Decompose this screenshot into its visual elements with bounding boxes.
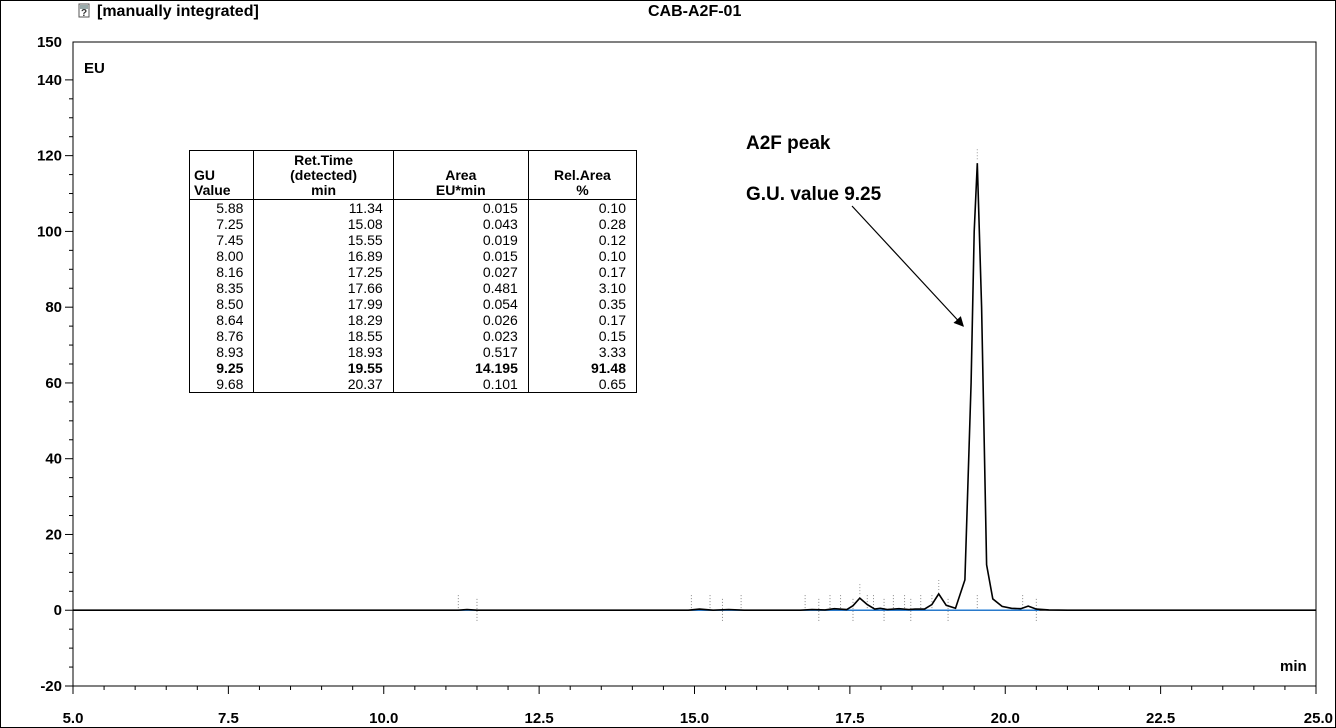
cell-gu-value: 9.68 [188, 376, 255, 393]
cell-area: 0.054 [392, 296, 529, 312]
table-row: 8.64 18.29 0.026 0.17 [188, 312, 638, 328]
table-row: 9.25 19.55 14.195 91.48 [188, 360, 638, 376]
cell-area: 0.027 [392, 264, 529, 280]
y-tick-label: 20 [45, 526, 62, 543]
cell-rel-area: 0.10 [527, 199, 638, 216]
cell-area: 0.015 [392, 199, 529, 216]
cell-gu-value: 9.25 [188, 360, 255, 376]
cell-gu-value: 7.45 [188, 232, 255, 248]
cell-rel-area: 3.33 [527, 344, 638, 360]
table-row: 8.50 17.99 0.054 0.35 [188, 296, 638, 312]
cell-ret-time: 18.55 [253, 328, 394, 344]
cell-gu-value: 8.00 [188, 248, 255, 264]
x-axis-ticks: 5.0 7.5 10.0 12.5 15.0 17.5 20.0 22.5 25.0 [63, 686, 1333, 727]
cell-area: 14.195 [392, 360, 529, 376]
cell-ret-time: 17.25 [253, 264, 394, 280]
cell-ret-time: 16.89 [253, 248, 394, 264]
y-tick-label: -20 [40, 678, 62, 695]
series-line-signal [73, 163, 1316, 612]
annotation-gu-value: G.U. value 9.25 [746, 184, 882, 205]
cell-ret-time: 18.29 [253, 312, 394, 328]
table-row: 8.35 17.66 0.481 3.10 [188, 280, 638, 296]
header-rel-area: Rel.Area% [527, 150, 638, 200]
x-tick-label: 20.0 [991, 710, 1020, 727]
x-axis-label: min [1280, 658, 1307, 675]
cell-ret-time: 20.37 [253, 376, 394, 393]
y-axis-label: EU [84, 60, 105, 77]
cell-rel-area: 0.10 [527, 248, 638, 264]
cell-rel-area: 0.65 [527, 376, 638, 393]
x-tick-label: 10.0 [369, 710, 398, 727]
cell-ret-time: 17.99 [253, 296, 394, 312]
cell-ret-time: 17.66 [253, 280, 394, 296]
cell-ret-time: 15.08 [253, 216, 394, 232]
cell-ret-time: 11.34 [253, 199, 394, 216]
y-tick-label: 60 [45, 375, 62, 392]
table-header-row: GU Value Ret.Time (detected) min Area EU*min… [188, 150, 638, 200]
y-tick-label: 0 [54, 602, 62, 619]
cell-area: 0.023 [392, 328, 529, 344]
svg-text:?: ? [81, 8, 87, 19]
table-row: 9.68 20.37 0.101 0.65 [188, 376, 638, 393]
header-gu-value: GU Value [188, 150, 255, 200]
cell-area: 0.481 [392, 280, 529, 296]
x-tick-label: 25.0 [1304, 710, 1333, 727]
cell-gu-value: 8.35 [188, 280, 255, 296]
table-row: 8.00 16.89 0.015 0.10 [188, 248, 638, 264]
y-tick-label: 140 [37, 72, 62, 89]
annotation-arrow [851, 205, 964, 327]
table-row: 7.45 15.55 0.019 0.12 [188, 232, 638, 248]
y-tick-label: 120 [37, 148, 62, 165]
cell-gu-value: 8.16 [188, 264, 255, 280]
header-area: Area EU*min [392, 150, 529, 200]
sample-name: CAB-A2F-01 [648, 3, 741, 20]
y-tick-label: 100 [37, 223, 62, 240]
cell-area: 0.517 [392, 344, 529, 360]
table-row: 7.25 15.08 0.043 0.28 [188, 216, 638, 232]
x-tick-label: 15.0 [680, 710, 709, 727]
cell-gu-value: 8.76 [188, 328, 255, 344]
x-tick-label: 22.5 [1146, 710, 1175, 727]
cell-rel-area: 91.48 [527, 360, 638, 376]
annotation-peak-name: A2F peak [746, 133, 831, 154]
header-ret-time: Ret.Time (detected) min [253, 150, 394, 200]
integration-status-label: [manually integrated] [97, 3, 259, 20]
cell-rel-area: 0.12 [527, 232, 638, 248]
cell-area: 0.019 [392, 232, 529, 248]
cell-gu-value: 8.50 [188, 296, 255, 312]
y-tick-label: 150 [37, 34, 62, 51]
cell-rel-area: 0.17 [527, 264, 638, 280]
cell-area: 0.101 [392, 376, 529, 393]
table-row: 8.76 18.55 0.023 0.15 [188, 328, 638, 344]
cell-rel-area: 0.35 [527, 296, 638, 312]
cell-ret-time: 15.55 [253, 232, 394, 248]
cell-gu-value: 5.88 [188, 199, 255, 216]
x-tick-label: 5.0 [63, 710, 84, 727]
x-tick-label: 17.5 [835, 710, 864, 727]
cell-gu-value: 8.93 [188, 344, 255, 360]
table-row: 8.93 18.93 0.517 3.33 [188, 344, 638, 360]
y-axis-ticks: -20 0 20 40 60 80 100 120 140 150 [37, 34, 73, 695]
cell-area: 0.015 [392, 248, 529, 264]
y-tick-label: 40 [45, 451, 62, 468]
cell-rel-area: 0.15 [527, 328, 638, 344]
x-tick-label: 7.5 [218, 710, 239, 727]
cell-area: 0.043 [392, 216, 529, 232]
cell-area: 0.026 [392, 312, 529, 328]
x-tick-label: 12.5 [525, 710, 554, 727]
peak-results-table: GU Value Ret.Time (detected) min Area EU*min… [188, 150, 638, 393]
table-row: 5.88 11.34 0.015 0.10 [188, 199, 638, 216]
cell-rel-area: 0.17 [527, 312, 638, 328]
y-tick-label: 80 [45, 299, 62, 316]
cell-gu-value: 7.25 [188, 216, 255, 232]
cell-rel-area: 3.10 [527, 280, 638, 296]
cell-ret-time: 19.55 [253, 360, 394, 376]
table-row: 8.16 17.25 0.027 0.17 [188, 264, 638, 280]
cell-gu-value: 8.64 [188, 312, 255, 328]
cell-ret-time: 18.93 [253, 344, 394, 360]
question-mark-icon[interactable]: ? [78, 3, 90, 19]
cell-rel-area: 0.28 [527, 216, 638, 232]
